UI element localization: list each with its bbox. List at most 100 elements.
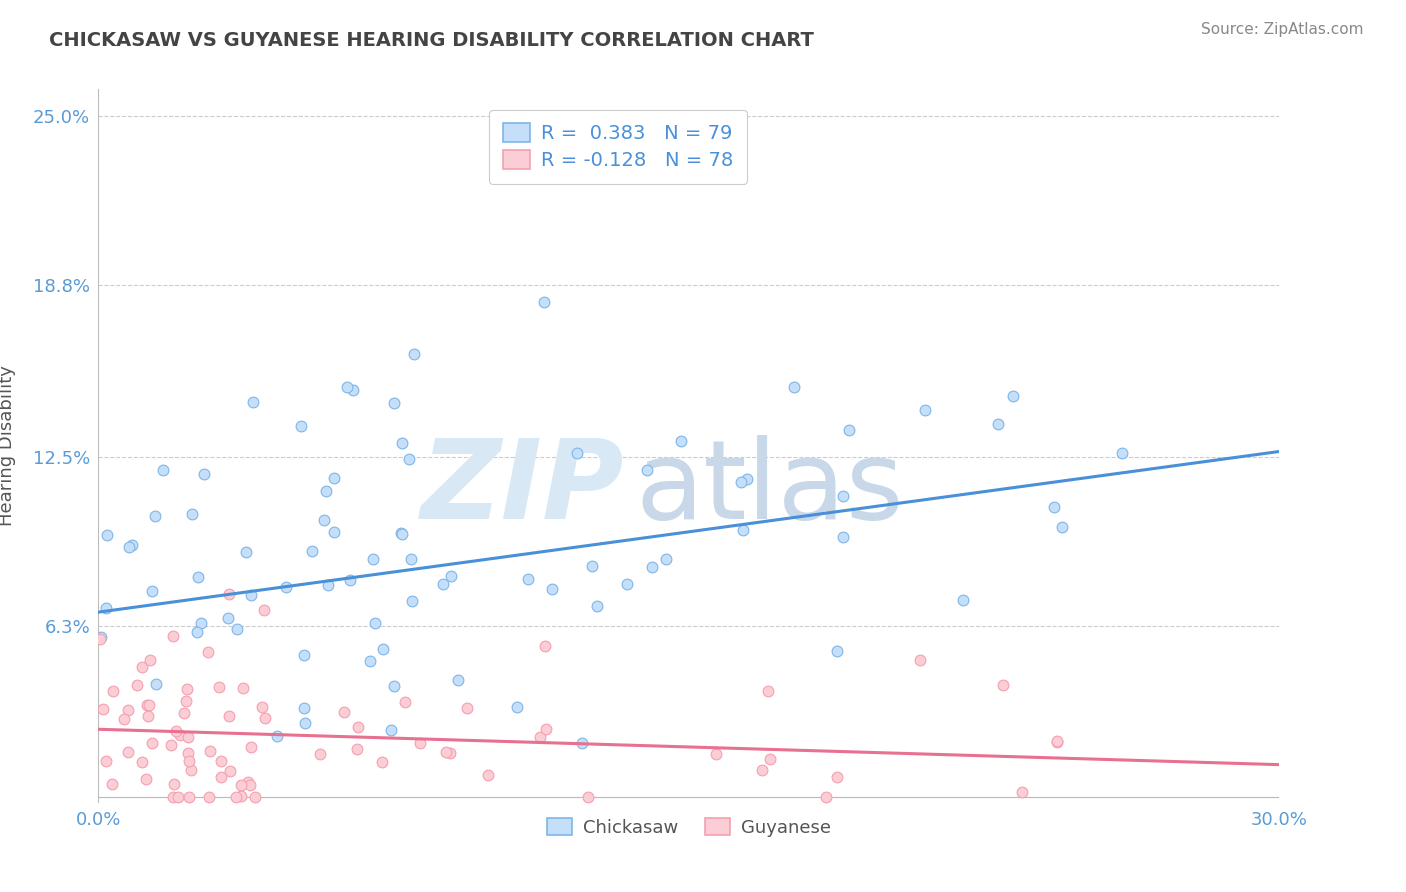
Point [138,698,160,712]
Point [252,699,274,714]
Point [112,712,135,726]
Point [253,603,276,617]
Point [322,525,344,540]
Point [654,552,676,566]
Point [571,736,593,750]
Point [751,763,773,777]
Point [165,724,187,739]
Point [1046,734,1069,748]
Point [243,790,266,805]
Point [225,622,247,636]
Point [162,790,184,805]
Point [641,560,664,574]
Point [96,528,118,542]
Point [704,747,727,761]
Legend: R =  0.383   N = 79, R = -0.128   N = 78: R = 0.383 N = 79, R = -0.128 N = 78 [489,110,747,184]
Point [359,654,381,668]
Point [121,538,143,552]
Point [90,630,112,644]
Point [238,774,260,789]
Point [117,703,139,717]
Point [534,722,557,736]
Point [533,639,555,653]
Point [533,294,555,309]
Point [402,347,425,361]
Point [339,573,361,587]
Point [180,763,202,777]
Point [735,472,758,486]
Point [225,790,247,805]
Point [136,698,159,713]
Point [315,484,337,499]
Point [517,572,540,586]
Point [616,576,638,591]
Point [759,752,782,766]
Point [254,711,277,725]
Point [217,611,239,625]
Point [239,778,262,792]
Point [825,644,848,658]
Point [160,738,183,752]
Point [198,790,221,805]
Point [783,380,806,394]
Point [336,380,359,394]
Point [506,699,529,714]
Point [274,580,297,594]
Point [308,747,330,761]
Point [200,744,222,758]
Point [292,648,315,663]
Point [218,586,240,600]
Point [908,653,931,667]
Point [301,543,323,558]
Point [162,629,184,643]
Point [333,705,356,719]
Point [239,740,262,755]
Point [382,396,405,410]
Point [825,770,848,784]
Point [398,451,420,466]
Point [1111,445,1133,459]
Point [439,569,461,583]
Point [565,446,588,460]
Point [477,768,499,782]
Point [179,790,201,805]
Point [731,523,754,537]
Point [186,625,208,640]
Point [91,702,114,716]
Point [208,680,231,694]
Text: ZIP: ZIP [420,435,624,542]
Point [636,463,658,477]
Point [218,764,240,778]
Point [316,578,339,592]
Point [314,513,336,527]
Y-axis label: Hearing Disability: Hearing Disability [0,366,17,526]
Text: atlas: atlas [636,435,904,542]
Point [371,755,394,769]
Point [290,418,312,433]
Point [529,731,551,745]
Point [166,790,188,805]
Point [232,681,254,695]
Point [89,632,111,647]
Point [371,641,394,656]
Point [242,394,264,409]
Point [1050,520,1073,534]
Point [231,778,253,792]
Point [197,645,219,659]
Point [136,708,159,723]
Point [209,755,232,769]
Point [409,735,432,749]
Point [401,551,423,566]
Point [139,653,162,667]
Point [240,589,263,603]
Point [347,720,370,734]
Point [152,463,174,477]
Point [162,777,184,791]
Point [914,403,936,417]
Point [1043,500,1066,515]
Point [342,383,364,397]
Point [125,678,148,692]
Point [346,742,368,756]
Text: Source: ZipAtlas.com: Source: ZipAtlas.com [1201,22,1364,37]
Point [1011,785,1033,799]
